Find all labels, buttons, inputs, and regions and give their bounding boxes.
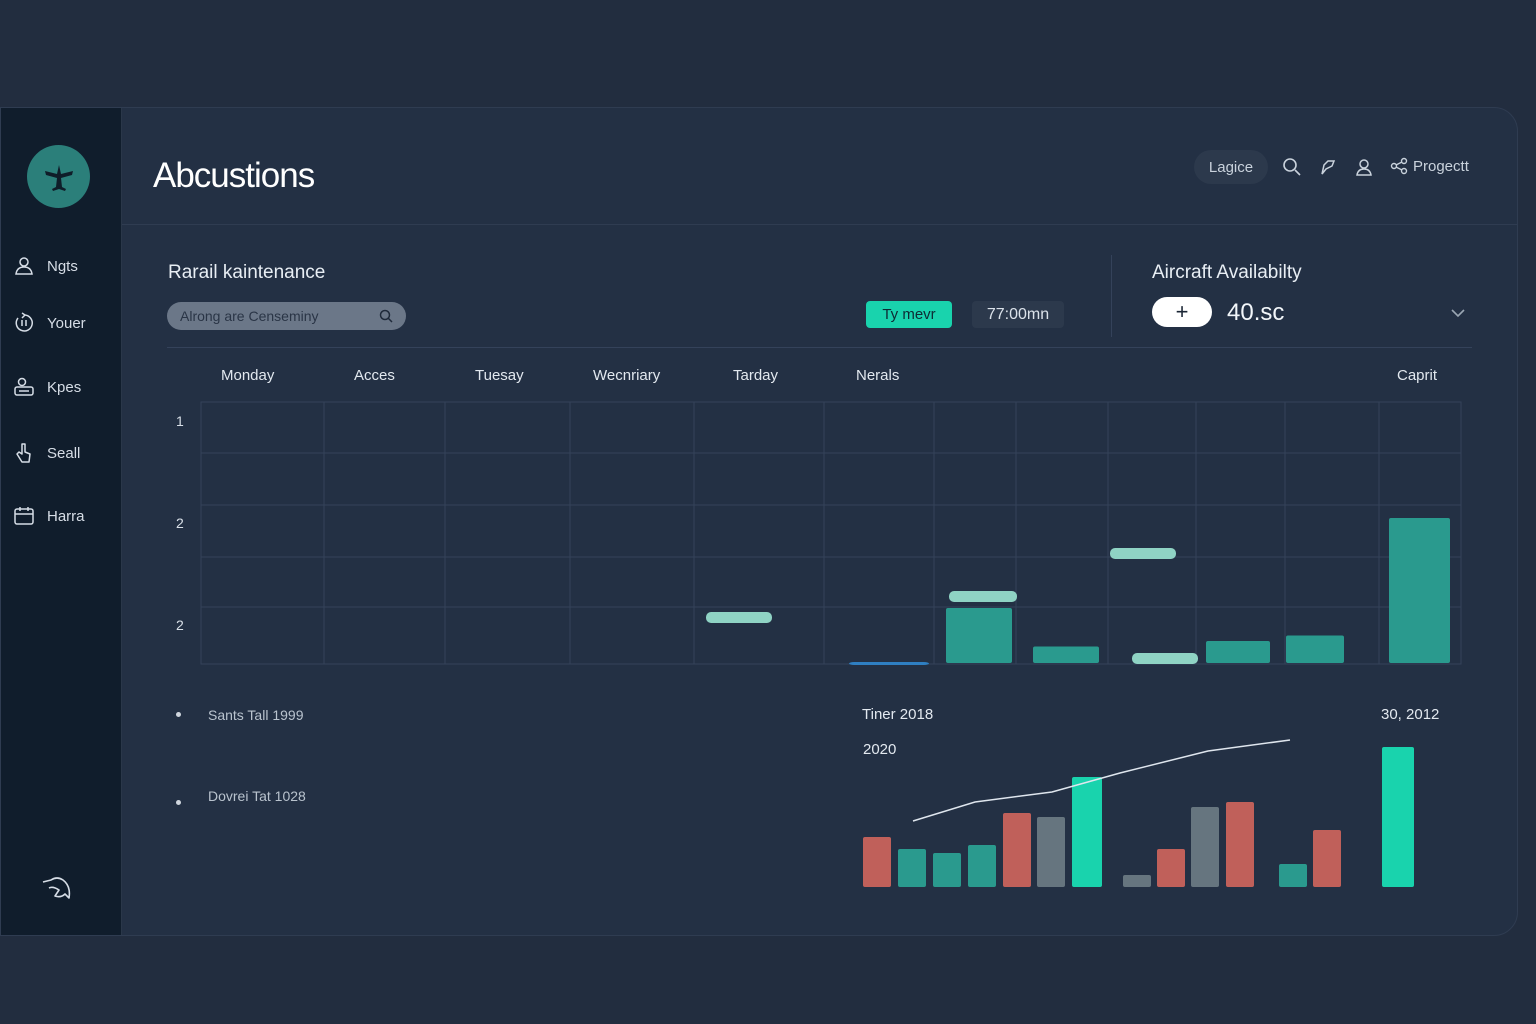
refresh-icon xyxy=(15,312,33,332)
sidebar: Ngts Youer Kpes Seall Harra xyxy=(1,108,122,935)
column-header: Tarday xyxy=(733,367,779,384)
airplane-icon xyxy=(44,164,73,191)
sidebar-item-label: Kpes xyxy=(47,378,82,396)
schedule-bar xyxy=(1286,635,1344,663)
legend-marker xyxy=(176,712,181,717)
mini-chart-bar xyxy=(1313,830,1341,887)
availability-title: Aircraft Availabilty xyxy=(1152,262,1302,283)
column-header: Tuesay xyxy=(475,367,524,384)
maintenance-title: Rarail kaintenance xyxy=(168,262,326,283)
schedule-marker xyxy=(1110,548,1176,559)
chevron-down-icon[interactable] xyxy=(1449,304,1467,322)
user-icon[interactable] xyxy=(1354,157,1374,177)
schedule-grid-frame xyxy=(200,401,1462,665)
maintenance-search[interactable]: Alrong are Censeminy xyxy=(167,302,406,330)
search-input[interactable]: Alrong are Censeminy xyxy=(180,308,319,324)
column-header: Nerals xyxy=(856,367,900,384)
mini-chart-bar xyxy=(1279,864,1307,887)
legend-marker xyxy=(176,800,181,805)
calendar-icon xyxy=(14,507,34,525)
sidebar-item-label: Harra xyxy=(47,507,85,525)
column-header: Wecnriary xyxy=(593,367,661,384)
share-icon xyxy=(1390,157,1408,175)
schedule-bar xyxy=(1033,646,1099,663)
bird-icon[interactable] xyxy=(41,868,77,904)
mini-chart-year: 2020 xyxy=(863,741,897,758)
time-value[interactable]: 77:00mn xyxy=(972,301,1064,328)
search-icon[interactable] xyxy=(1282,157,1302,177)
action-button[interactable]: Ty mevr xyxy=(866,301,952,328)
availability-value: 40.sc xyxy=(1227,299,1285,326)
row-label: 1 xyxy=(176,413,184,429)
section-divider xyxy=(1111,255,1112,337)
mini-chart-bar xyxy=(1072,777,1102,887)
mini-chart-bar xyxy=(1191,807,1219,887)
project-label: Progectt xyxy=(1413,157,1469,175)
mini-chart-bar xyxy=(1037,817,1065,887)
column-header: Acces xyxy=(354,367,395,384)
app-title: Abcustions xyxy=(153,156,315,195)
lagice-button[interactable]: Lagice xyxy=(1194,150,1268,184)
mini-chart-label: Tiner 2018 xyxy=(862,706,934,723)
mini-chart-bar xyxy=(1226,802,1254,887)
sidebar-item-label: Ngts xyxy=(47,257,78,275)
mini-chart-bar xyxy=(1382,747,1414,887)
mini-chart-label: 30, 2012 xyxy=(1381,706,1440,723)
column-header: Monday xyxy=(221,367,275,384)
sidebar-item-kpes[interactable]: Kpes xyxy=(13,376,81,398)
mini-chart-bar xyxy=(968,845,996,887)
schedule-bar xyxy=(1206,641,1270,663)
app-window: Ngts Youer Kpes Seall Harra Abcustions L… xyxy=(0,107,1518,936)
sidebar-item-label: Youer xyxy=(47,314,86,332)
mini-chart-bar xyxy=(933,853,961,887)
sidebar-item-harra[interactable]: Harra xyxy=(13,505,85,527)
schedule-bar xyxy=(1389,518,1450,663)
user-card-icon xyxy=(14,377,34,396)
add-button[interactable]: + xyxy=(1152,297,1212,327)
mini-chart-bar xyxy=(863,837,891,887)
schedule-marker xyxy=(1132,653,1198,664)
search-icon xyxy=(379,309,393,323)
mini-chart-bar xyxy=(1157,849,1185,887)
schedule-bar xyxy=(946,608,1012,663)
schedule-marker xyxy=(849,662,929,665)
row-label: 2 xyxy=(176,515,184,531)
airplane-logo[interactable] xyxy=(27,145,90,208)
legend-item: Sants Tall 1999 xyxy=(208,707,304,723)
column-header: Caprit xyxy=(1397,367,1438,384)
project-button[interactable]: Progectt xyxy=(1390,157,1469,175)
edit-icon[interactable] xyxy=(1318,157,1338,177)
mini-chart-bar xyxy=(1123,875,1151,887)
schedule-marker xyxy=(949,591,1017,602)
row-label: 2 xyxy=(176,617,184,633)
mini-chart-bar xyxy=(1003,813,1031,887)
top-bar: Abcustions Lagice Progectt xyxy=(122,108,1517,225)
trend-line xyxy=(912,739,1291,822)
sidebar-item-youer[interactable]: Youer xyxy=(13,312,86,334)
legend-item: Dovrei Tat 1028 xyxy=(208,788,306,804)
sidebar-item-ngts[interactable]: Ngts xyxy=(13,255,78,277)
header-divider xyxy=(167,347,1472,348)
sidebar-item-label: Seall xyxy=(47,444,81,462)
pointer-icon xyxy=(16,443,31,463)
users-icon xyxy=(15,257,33,275)
schedule-marker xyxy=(706,612,772,623)
sidebar-item-seall[interactable]: Seall xyxy=(13,442,80,464)
mini-chart-bar xyxy=(898,849,926,887)
